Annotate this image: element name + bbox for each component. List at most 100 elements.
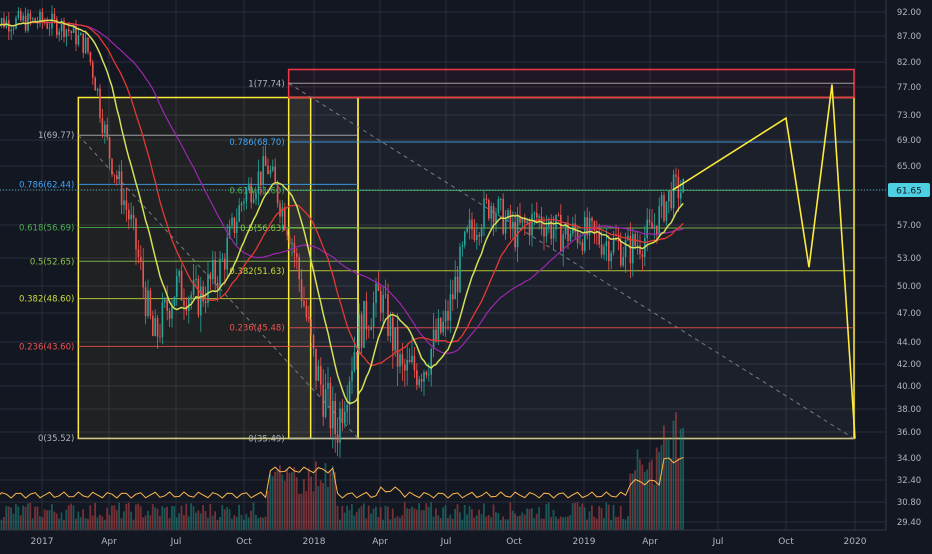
volume-bar <box>490 517 492 530</box>
volume-bar <box>53 512 55 530</box>
volume-bar <box>159 516 161 530</box>
candle-body <box>66 29 68 37</box>
volume-bar <box>113 505 115 530</box>
candle-body <box>3 18 5 27</box>
candle-body <box>142 262 144 288</box>
candle-body <box>404 365 406 371</box>
volume-bar <box>495 512 497 530</box>
volume-bar <box>298 494 300 530</box>
volume-bar <box>531 508 533 530</box>
candle-body <box>356 352 358 354</box>
candle-body <box>332 401 334 429</box>
volume-bar <box>58 518 60 530</box>
volume-bar <box>565 517 567 530</box>
last-price-label: 61.65 <box>896 187 922 197</box>
volume-bar <box>219 517 221 530</box>
candle-body <box>190 295 192 300</box>
candle-body <box>438 318 440 340</box>
volume-bar <box>502 517 504 530</box>
volume-bar <box>387 507 389 530</box>
volume-bar <box>255 515 257 530</box>
candle-body <box>265 156 267 166</box>
volume-bar <box>104 520 106 530</box>
volume-bar <box>233 515 235 530</box>
candle-body <box>428 374 430 375</box>
volume-bar <box>229 509 231 530</box>
volume-bar <box>329 471 331 530</box>
candle-body <box>466 227 468 231</box>
candle-body <box>214 260 216 283</box>
y-tick-label: 30.80 <box>897 498 921 508</box>
x-tick-label: 2019 <box>573 537 596 547</box>
volume-bar <box>176 518 178 530</box>
candle-body <box>210 274 212 279</box>
volume-bar <box>514 513 516 530</box>
candle-body <box>130 215 132 219</box>
volume-bar <box>665 438 667 530</box>
volume-bar <box>221 505 223 530</box>
candle-body <box>78 35 80 45</box>
volume-bar <box>533 518 535 530</box>
volume-bar <box>25 507 27 530</box>
candle-body <box>476 235 478 240</box>
volume-bar <box>370 514 372 530</box>
y-tick-label: 32.40 <box>897 476 921 486</box>
volume-bar <box>668 440 670 530</box>
candle-body <box>243 201 245 203</box>
volume-bar <box>373 509 375 530</box>
volume-bar <box>421 510 423 530</box>
candle-body <box>337 434 339 443</box>
candle-body <box>380 291 382 313</box>
volume-bar <box>605 503 607 530</box>
candle-body <box>310 319 312 335</box>
candle-body <box>267 166 269 174</box>
candle-body <box>382 295 384 313</box>
candle-body <box>517 216 519 248</box>
candle-body <box>152 316 154 336</box>
candle-body <box>457 277 459 292</box>
candle-body <box>416 370 418 385</box>
y-tick-label: 73.00 <box>897 111 921 121</box>
volume-bar <box>442 507 444 530</box>
candle-body <box>260 171 262 184</box>
y-tick-label: 69.00 <box>897 136 921 146</box>
candle-body <box>651 222 653 228</box>
fib-right-label: 0(35.49) <box>248 435 284 445</box>
volume-bar <box>445 505 447 530</box>
volume-bar <box>293 467 295 530</box>
volume-bar <box>87 519 89 530</box>
volume-bar <box>596 519 598 530</box>
volume-bar <box>238 505 240 530</box>
volume-bar <box>296 477 298 530</box>
candle-body <box>390 317 392 336</box>
candle-body <box>30 13 32 19</box>
volume-bar <box>670 459 672 530</box>
candle-body <box>315 349 317 381</box>
volume-bar <box>32 518 34 530</box>
y-tick-label: 92.00 <box>897 8 921 18</box>
volume-bar <box>22 505 24 530</box>
volume-bar <box>512 511 514 530</box>
candle-body <box>481 229 483 237</box>
volume-bar <box>538 507 540 530</box>
volume-bar <box>569 515 571 530</box>
candle-body <box>178 271 180 276</box>
candle-body <box>450 294 452 320</box>
y-tick-label: 82.00 <box>897 58 921 68</box>
volume-bar <box>622 519 624 530</box>
volume-bar <box>248 517 250 530</box>
candle-body <box>608 241 610 261</box>
volume-bar <box>279 465 281 530</box>
volume-bar <box>80 517 82 530</box>
candle-body <box>618 240 620 241</box>
volume-bar <box>581 504 583 530</box>
candle-body <box>579 242 581 243</box>
volume-bar <box>245 514 247 530</box>
volume-bar <box>145 516 147 530</box>
volume-bar <box>195 513 197 530</box>
volume-bar <box>94 503 96 530</box>
candle-body <box>301 279 303 301</box>
candle-body <box>147 290 149 316</box>
volume-bar <box>625 519 627 530</box>
candle-body <box>262 156 264 185</box>
